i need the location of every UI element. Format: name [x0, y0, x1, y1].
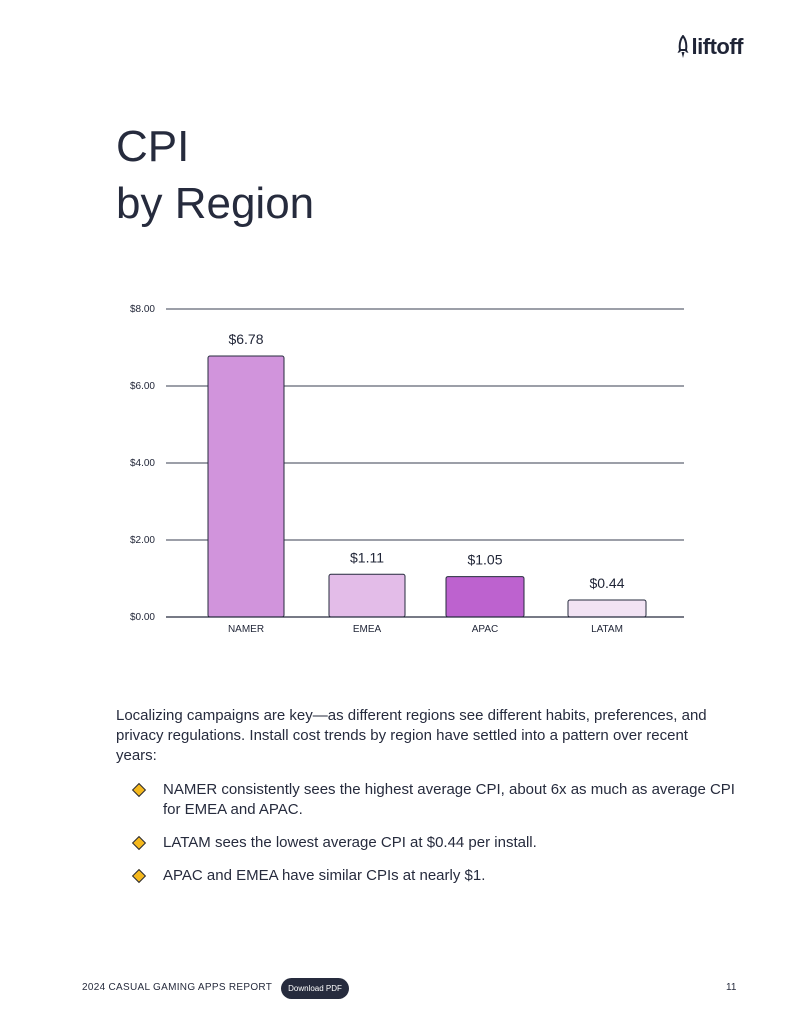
- page-title-line-1: CPI: [116, 122, 190, 171]
- key-points-list: NAMER consistently sees the highest aver…: [116, 780, 736, 899]
- bar: [207, 355, 285, 618]
- bar: [567, 599, 647, 618]
- bar-value-label: $0.44: [589, 575, 624, 591]
- cpi-bar-chart: $0.00 $2.00 $4.00 $6.00 $8.00 $6.78 NAMER $1.11…: [130, 304, 684, 635]
- bullet-text: NAMER consistently sees the highest aver…: [163, 781, 735, 818]
- y-tick-label: $6.00: [130, 381, 155, 392]
- y-tick-label: $8.00: [130, 304, 155, 315]
- bullet-text: APAC and EMEA have similar CPIs at nearl…: [163, 867, 486, 884]
- bar-value-label: $6.78: [228, 331, 263, 347]
- list-item: APAC and EMEA have similar CPIs at nearl…: [116, 866, 736, 886]
- bar-value-label: $1.05: [467, 552, 502, 568]
- bar: [445, 576, 525, 618]
- intro-paragraph: Localizing campaigns are key—as differen…: [116, 707, 707, 764]
- list-item: NAMER consistently sees the highest aver…: [116, 780, 736, 820]
- brand-logo: liftoff: [676, 34, 744, 60]
- y-tick-label: $4.00: [130, 458, 155, 469]
- y-tick-label: $0.00: [130, 612, 155, 623]
- bar-value-label: $1.11: [350, 549, 384, 565]
- diamond-bullet-icon: [131, 835, 147, 851]
- x-tick-label: NAMER: [228, 624, 264, 635]
- x-tick-label: EMEA: [353, 624, 382, 635]
- list-item: LATAM sees the lowest average CPI at $0.…: [116, 833, 736, 853]
- page-title: CPI by Region: [116, 118, 314, 232]
- report-label: 2024 CASUAL GAMING APPS REPORT: [82, 982, 273, 993]
- diamond-bullet-icon: [131, 868, 147, 884]
- download-pdf-button[interactable]: Download PDF: [281, 978, 349, 999]
- x-tick-label: LATAM: [591, 624, 623, 635]
- bullet-text: LATAM sees the lowest average CPI at $0.…: [163, 834, 537, 851]
- x-tick-label: APAC: [472, 624, 499, 635]
- rocket-icon: [677, 35, 689, 58]
- diamond-bullet-icon: [131, 782, 147, 798]
- page-title-line-2: by Region: [116, 179, 315, 228]
- y-tick-label: $2.00: [130, 535, 155, 546]
- logo-text: liftoff: [691, 34, 744, 59]
- bar: [328, 573, 406, 618]
- page-number: 11: [726, 982, 737, 993]
